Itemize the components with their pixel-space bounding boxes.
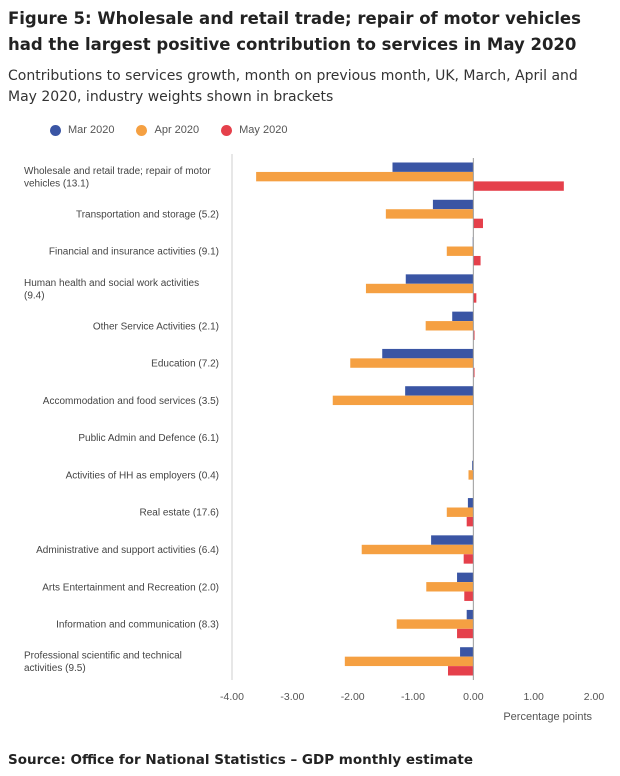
bar-apr-2020 bbox=[256, 171, 474, 182]
x-tick-label: -3.00 bbox=[280, 691, 304, 703]
bar-apr-2020 bbox=[350, 358, 474, 368]
bar-may-2020 bbox=[473, 255, 481, 266]
category-label: Financial and insurance activities (9.1) bbox=[49, 247, 219, 258]
x-tick-label: 1.00 bbox=[523, 691, 544, 703]
category-label: Information and communication (8.3) bbox=[56, 620, 219, 631]
category-label: (9.4) bbox=[24, 290, 45, 301]
bar-may-2020 bbox=[473, 330, 475, 340]
legend-label-mar: Mar 2020 bbox=[68, 124, 115, 136]
category-label: Arts Entertainment and Recreation (2.0) bbox=[42, 582, 219, 593]
bar-may-2020 bbox=[457, 628, 474, 639]
bar-apr-2020 bbox=[396, 619, 474, 629]
bar-mar-2020 bbox=[457, 572, 474, 583]
legend-swatch-may bbox=[221, 124, 233, 136]
legend-swatch-apr bbox=[136, 124, 148, 136]
bar-mar-2020 bbox=[405, 274, 474, 284]
category-label: Wholesale and retail trade; repair of mo… bbox=[24, 166, 211, 177]
bar-may-2020 bbox=[473, 181, 564, 191]
x-tick-label: -4.00 bbox=[220, 691, 244, 703]
bar-apr-2020 bbox=[365, 283, 474, 294]
category-label: activities (9.5) bbox=[24, 663, 86, 674]
category-label: Transportation and storage (5.2) bbox=[76, 209, 219, 220]
legend-item-mar[interactable]: Mar 2020 bbox=[50, 124, 114, 136]
bar-chart: Wholesale and retail trade; repair of mo… bbox=[24, 154, 605, 723]
bar-mar-2020 bbox=[432, 199, 474, 210]
bar-apr-2020 bbox=[468, 470, 474, 480]
category-label: Human health and social work activities bbox=[24, 278, 199, 289]
bar-apr-2020 bbox=[446, 246, 474, 256]
bar-may-2020 bbox=[464, 591, 474, 601]
legend: Mar 2020 Apr 2020 May 2020 bbox=[50, 124, 309, 136]
category-label: Other Service Activities (2.1) bbox=[93, 321, 219, 332]
legend-swatch-mar bbox=[50, 124, 61, 136]
bar-apr-2020 bbox=[361, 544, 474, 555]
category-label: Education (7.2) bbox=[151, 359, 219, 370]
bar-apr-2020 bbox=[332, 395, 474, 406]
legend-label-may: May 2020 bbox=[239, 124, 288, 136]
bar-may-2020 bbox=[463, 554, 474, 564]
x-tick-label: 2.00 bbox=[584, 691, 605, 703]
bar-may-2020 bbox=[466, 516, 474, 527]
bar-may-2020 bbox=[447, 666, 474, 676]
source-note: Source: Office for National Statistics –… bbox=[8, 752, 473, 768]
category-label: Public Admin and Defence (6.1) bbox=[78, 433, 219, 444]
category-label: Professional scientific and technical bbox=[24, 651, 182, 662]
bar-mar-2020 bbox=[452, 311, 474, 322]
bar-apr-2020 bbox=[344, 656, 474, 667]
bar-apr-2020 bbox=[385, 209, 474, 219]
bar-apr-2020 bbox=[425, 321, 474, 331]
chart-subtitle: Contributions to services growth, month … bbox=[8, 68, 578, 105]
bar-mar-2020 bbox=[467, 498, 474, 508]
bar-mar-2020 bbox=[466, 609, 474, 620]
bar-mar-2020 bbox=[382, 348, 474, 359]
bar-may-2020 bbox=[473, 367, 475, 378]
bar-apr-2020 bbox=[426, 582, 474, 592]
category-label: Accommodation and food services (3.5) bbox=[43, 396, 219, 407]
bar-apr-2020 bbox=[446, 507, 474, 517]
x-tick-label: -1.00 bbox=[401, 691, 425, 703]
legend-item-may[interactable]: May 2020 bbox=[221, 124, 287, 136]
category-label: Activities of HH as employers (0.4) bbox=[66, 470, 219, 481]
legend-label-apr: Apr 2020 bbox=[154, 124, 200, 136]
x-tick-label: 0.00 bbox=[463, 691, 484, 703]
x-axis-title: Percentage points bbox=[503, 711, 592, 723]
bar-mar-2020 bbox=[472, 460, 474, 471]
category-label: vehicles (13.1) bbox=[24, 178, 89, 189]
bar-mar-2020 bbox=[431, 535, 474, 545]
category-label: Administrative and support activities (6… bbox=[36, 545, 219, 556]
bar-mar-2020 bbox=[460, 647, 474, 657]
bar-may-2020 bbox=[473, 293, 477, 303]
bar-mar-2020 bbox=[392, 162, 474, 172]
category-label: Real estate (17.6) bbox=[140, 508, 220, 519]
bar-mar-2020 bbox=[405, 386, 474, 396]
chart-title: Figure 5: Wholesale and retail trade; re… bbox=[8, 9, 581, 54]
bar-may-2020 bbox=[473, 218, 483, 229]
x-tick-label: -2.00 bbox=[341, 691, 365, 703]
legend-item-apr[interactable]: Apr 2020 bbox=[136, 124, 199, 136]
